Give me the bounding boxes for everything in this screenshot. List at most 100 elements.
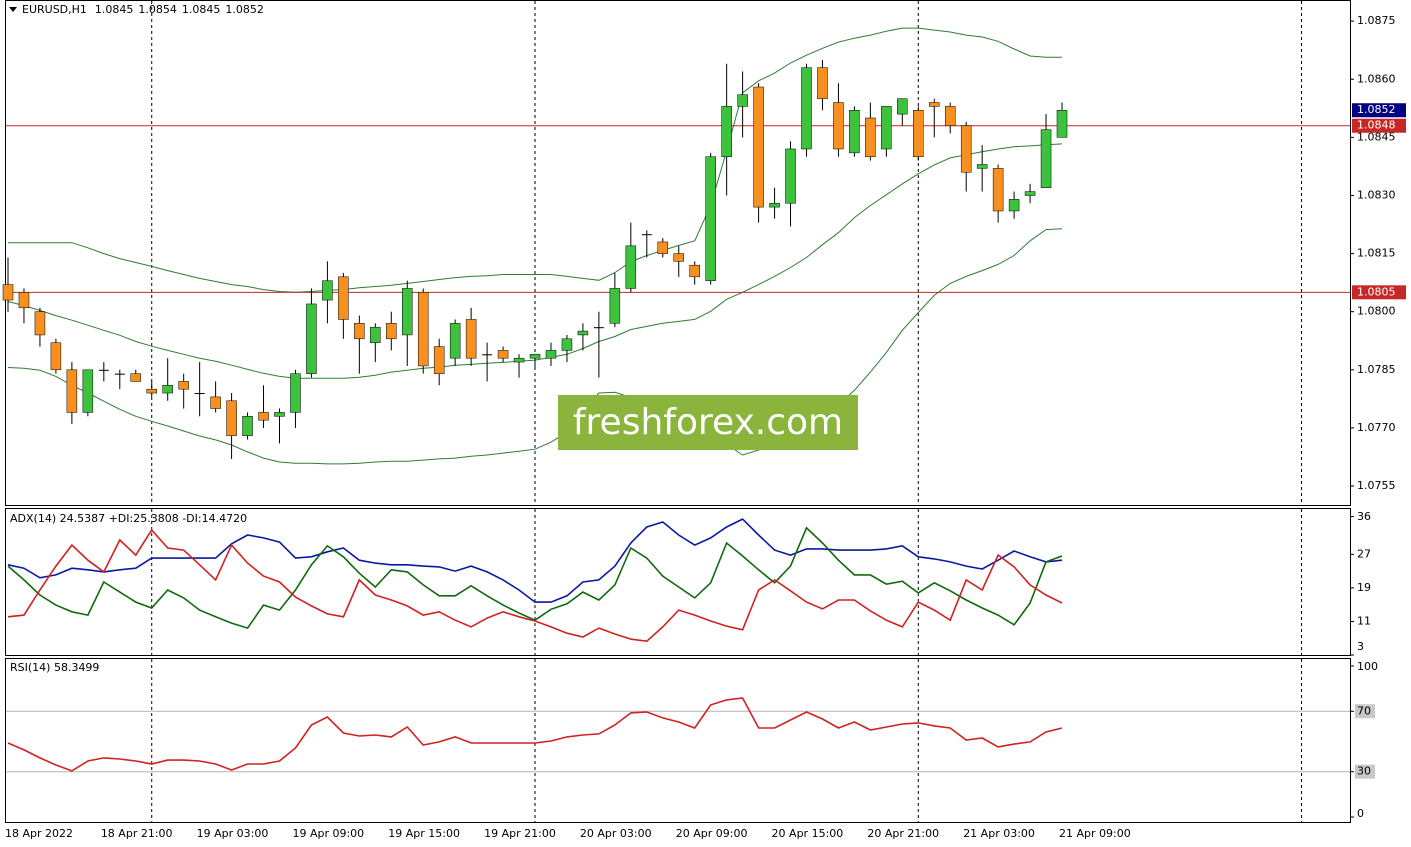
candle-body (386, 323, 397, 340)
candle-body (1008, 199, 1020, 212)
y-tick-label: 1.0845 (1357, 130, 1396, 143)
candle-body (114, 373, 125, 375)
candle-body (98, 369, 109, 371)
indicator-line (7, 528, 1063, 643)
candle-body (1056, 109, 1068, 138)
symbol-title: EURUSD,H1 (22, 3, 87, 16)
header-high: 1.0854 (138, 3, 177, 16)
candle-body (242, 416, 253, 436)
candle-body (226, 400, 237, 436)
candle-body (482, 354, 493, 356)
rsi-header: RSI(14) 58.3499 (10, 661, 99, 674)
y-tick-label: 1.0755 (1357, 479, 1396, 492)
adx-header: ADX(14) 24.5387 +DI:25.3808 -DI:14.4720 (10, 512, 247, 525)
price-level-label: 1.0805 (1357, 285, 1396, 298)
candle-body (593, 327, 604, 329)
candle-body (146, 388, 157, 394)
y-tick-label: 100 (1357, 660, 1378, 673)
y-tick-label: 70 (1357, 704, 1371, 717)
y-tick-label: 27 (1357, 547, 1371, 560)
candle-body (354, 323, 365, 340)
candle-body (18, 292, 30, 309)
candle-body (50, 342, 62, 371)
candle-body (322, 280, 333, 301)
candle-body (944, 106, 956, 126)
header-close: 1.0852 (225, 3, 264, 16)
candle-body (162, 385, 173, 394)
chart-header: EURUSD,H1 1.0845 1.0854 1.0845 1.0852 (22, 3, 264, 16)
candle-body (210, 396, 221, 409)
x-tick-label: 21 Apr 09:00 (1059, 827, 1131, 840)
y-tick-label: 36 (1357, 510, 1371, 523)
candle-body (274, 412, 285, 417)
candle-body (290, 373, 301, 413)
candle-body (370, 326, 381, 343)
x-tick-label: 19 Apr 09:00 (292, 827, 364, 840)
candle-body (561, 338, 573, 351)
candle-body (545, 350, 557, 359)
candle-body (801, 67, 812, 150)
y-tick-label: 1.0830 (1357, 188, 1396, 201)
candle-body (1040, 129, 1052, 188)
candle-body (417, 292, 429, 367)
candle-body (673, 253, 684, 262)
candle-body (769, 202, 780, 208)
candle-body (178, 381, 189, 390)
candle-body (433, 346, 445, 374)
y-tick-label: 1.0860 (1357, 72, 1396, 85)
x-tick-label: 21 Apr 03:00 (963, 827, 1035, 840)
candle-body (849, 109, 860, 154)
price-level-tag (1352, 285, 1406, 300)
indicator-line (7, 518, 1063, 603)
candle-body (34, 311, 46, 336)
symbol-menu-arrow[interactable] (9, 7, 17, 12)
candle-body (2, 284, 14, 301)
candle-body (817, 67, 828, 99)
indicator-line (7, 697, 1063, 772)
candle-body (194, 393, 205, 395)
candle-body (865, 117, 876, 157)
x-tick-label: 18 Apr 21:00 (101, 827, 173, 840)
price-level-label: 1.0848 (1357, 119, 1396, 132)
x-tick-label: 20 Apr 21:00 (867, 827, 939, 840)
y-tick-label: 1.0875 (1357, 14, 1396, 27)
adx-panel-frame (5, 508, 1351, 656)
x-tick-label: 19 Apr 21:00 (484, 827, 556, 840)
candle-body (657, 241, 669, 254)
last-price-tag (1352, 103, 1406, 118)
candle-body (897, 98, 908, 115)
candle-body (913, 109, 924, 157)
candle-body (130, 373, 142, 382)
candle-body (82, 369, 94, 413)
y-tick-label: 3 (1357, 640, 1364, 653)
candle-body (785, 148, 796, 204)
candle-body (306, 303, 317, 374)
candle-body (609, 288, 621, 324)
x-tick-label: 18 Apr 2022 (5, 827, 73, 840)
candle-body (721, 106, 732, 157)
candle-body (625, 245, 637, 289)
watermark-box (558, 395, 858, 450)
candle-body (402, 288, 413, 336)
candle-body (513, 357, 525, 363)
bollinger-band (7, 228, 1063, 465)
x-tick-label: 19 Apr 03:00 (197, 827, 269, 840)
header-low: 1.0845 (182, 3, 221, 16)
candle-body (737, 94, 748, 107)
candle-body (976, 164, 988, 169)
watermark: freshforex.com (573, 402, 843, 443)
level-label-box (1355, 764, 1375, 779)
candle-body (960, 125, 972, 173)
x-tick-label: 20 Apr 03:00 (580, 827, 652, 840)
candle-body (258, 412, 269, 421)
candle-body (577, 330, 589, 336)
last-price-label: 1.0852 (1357, 103, 1396, 116)
candle-body (1024, 191, 1036, 196)
y-tick-label: 1.0800 (1357, 305, 1396, 318)
candle-body (465, 319, 477, 359)
candle-body (641, 234, 652, 236)
y-tick-label: 11 (1357, 614, 1371, 627)
